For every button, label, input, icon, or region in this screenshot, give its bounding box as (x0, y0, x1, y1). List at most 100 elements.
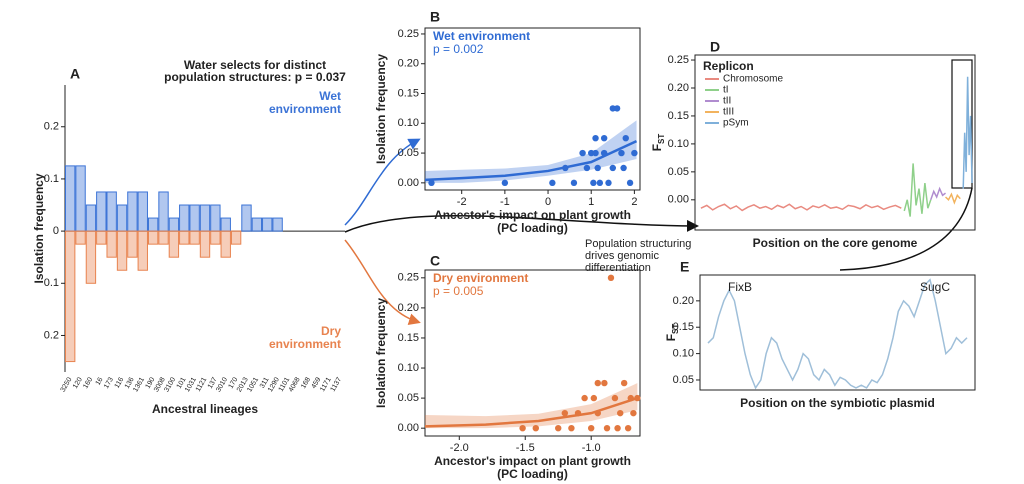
point (581, 394, 588, 402)
y-axis-label-base: F (664, 334, 678, 341)
y-tick-label: 0.10 (673, 348, 694, 360)
point (568, 424, 575, 432)
line (700, 203, 902, 212)
panel-label: A (70, 66, 80, 82)
line (903, 163, 932, 217)
y-tick-label: 0.20 (398, 58, 419, 70)
bar (272, 217, 283, 232)
bar (158, 230, 169, 245)
y-tick-label: 0.05 (398, 147, 419, 159)
y-tick-label: 0.10 (668, 138, 689, 150)
legend-label: pSym (723, 118, 749, 129)
bar (220, 217, 231, 232)
y-axis-label-sub: ST (657, 134, 666, 144)
x-tick-label: 137 (207, 376, 219, 390)
point (600, 149, 608, 157)
y-tick-label: 0.20 (673, 295, 694, 307)
bar (116, 204, 128, 232)
y-axis-label-base: F (650, 144, 664, 151)
x-tick-label: 101 (176, 376, 188, 390)
y-tick-label: 0.00 (398, 177, 419, 189)
point (590, 179, 597, 187)
point (519, 424, 526, 432)
point (601, 379, 608, 387)
bar (127, 191, 138, 232)
point (587, 424, 595, 432)
bar (147, 230, 159, 245)
point (532, 424, 539, 432)
series-label: Wet environment (269, 89, 341, 116)
point (574, 409, 582, 417)
y-tick-label: 0.1 (44, 173, 59, 185)
bar (137, 230, 148, 271)
y-tick-label: 0.20 (668, 82, 689, 94)
y-tick-label: 0.25 (668, 54, 689, 66)
bar (179, 204, 190, 232)
panel-label: D (710, 39, 720, 55)
legend-label: Chromosome (723, 74, 783, 85)
bar (220, 230, 231, 258)
arrow (344, 138, 421, 226)
x-tick-label: 168 (300, 376, 312, 390)
bar (189, 230, 200, 245)
bar (96, 230, 107, 245)
arrow (344, 215, 699, 233)
y-tick-label: 0.1 (44, 277, 59, 289)
y-tick-label: 0.05 (398, 392, 419, 404)
x-tick-label: 311 (259, 376, 271, 389)
bar (168, 217, 180, 232)
x-tick-label: 2 (631, 196, 637, 208)
line (945, 192, 961, 205)
y-tick-label: 0.00 (668, 194, 689, 206)
y-tick-label: 0 (53, 225, 59, 237)
point (549, 179, 556, 187)
bar (199, 204, 211, 232)
y-tick-label: 0.15 (668, 110, 689, 122)
point (607, 274, 615, 282)
point (590, 394, 598, 402)
bar (241, 204, 252, 232)
panel-label: B (430, 9, 440, 25)
legend-label: tI (723, 85, 729, 96)
line (962, 76, 973, 189)
point (630, 409, 637, 417)
point (627, 394, 634, 402)
x-tick-label: 16 (95, 376, 105, 386)
legend-label: tIII (723, 107, 734, 118)
bar (75, 230, 86, 245)
point (620, 164, 627, 172)
point (613, 105, 621, 112)
x-tick-label: 3100 (163, 376, 177, 393)
line (707, 278, 968, 390)
bar (179, 230, 190, 245)
bar (65, 165, 76, 232)
p-value: p = 0.005 (433, 284, 484, 298)
point (626, 179, 634, 187)
y-tick-label: 0.25 (398, 28, 419, 40)
y-tick-label: 0.00 (398, 422, 419, 434)
bar (210, 204, 221, 232)
point (579, 149, 586, 157)
point (605, 179, 612, 187)
x-tick-label: 1361 (132, 376, 146, 393)
y-axis-label: FST (650, 134, 666, 152)
series-label: Dry environment (433, 271, 528, 285)
x-axis-label: Ancestor's impact on plant growth (434, 208, 631, 222)
point (603, 424, 611, 432)
bar (262, 217, 273, 232)
series-label-line: Dry (321, 324, 341, 338)
bar (116, 230, 128, 271)
y-tick-label: 0.2 (44, 329, 59, 341)
zoom-connector (839, 187, 973, 271)
x-tick-label: 120 (72, 376, 84, 390)
bar (158, 191, 169, 232)
x-tick-label: 459 (310, 376, 322, 390)
point (618, 149, 625, 157)
bar (106, 191, 117, 232)
confidence-band (425, 383, 638, 429)
x-tick-label: -1 (500, 196, 510, 208)
y-tick-label: 0.10 (398, 362, 419, 374)
y-tick-label: 0.05 (673, 374, 694, 386)
x-tick-label: 1121 (195, 376, 209, 393)
